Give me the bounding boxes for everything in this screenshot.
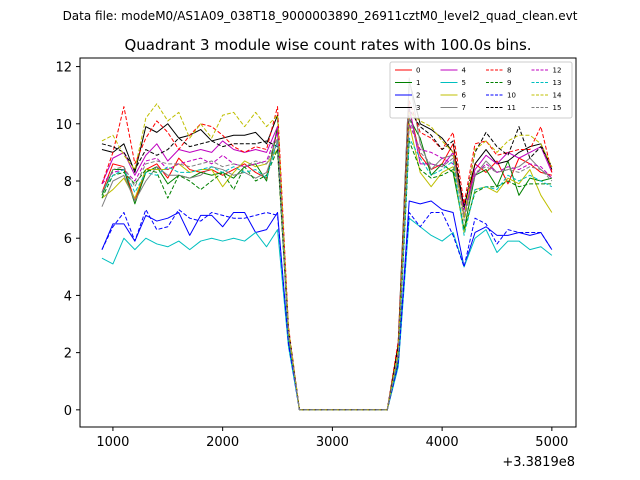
y-tick-label: 8 xyxy=(64,175,72,190)
legend-label-5: 5 xyxy=(462,79,466,87)
x-tick-label: 3000 xyxy=(316,435,349,450)
series-12-line xyxy=(101,123,553,411)
y-tick-label: 10 xyxy=(55,118,72,133)
legend-label-13: 13 xyxy=(553,79,562,87)
legend-box xyxy=(389,61,573,119)
legend-label-14: 14 xyxy=(553,92,562,100)
series-layer xyxy=(101,77,553,411)
series-15-line xyxy=(101,117,553,411)
y-tick-label: 6 xyxy=(64,232,72,247)
legend-label-8: 8 xyxy=(507,67,511,75)
legend-label-0: 0 xyxy=(416,67,420,75)
x-tick-label: 5000 xyxy=(535,435,568,450)
legend-label-2: 2 xyxy=(416,92,420,100)
legend-label-6: 6 xyxy=(462,92,467,100)
chart-suptitle: Data file: modeM0/AS1A09_038T18_90000038… xyxy=(63,9,578,23)
legend-label-10: 10 xyxy=(507,92,516,100)
x-offset-label: +3.3819e8 xyxy=(502,455,575,470)
legend-label-4: 4 xyxy=(462,67,467,75)
legend-label-15: 15 xyxy=(553,104,562,112)
legend-label-12: 12 xyxy=(553,67,562,75)
legend-label-11: 11 xyxy=(507,104,516,112)
plot-frame xyxy=(79,57,577,428)
x-tick-label: 1000 xyxy=(96,435,129,450)
plot-area xyxy=(80,58,576,427)
series-14-line xyxy=(101,103,553,411)
legend-label-7: 7 xyxy=(462,104,466,112)
x-tick-label: 4000 xyxy=(426,435,459,450)
chart-title: Quadrant 3 module wise count rates with … xyxy=(124,36,531,54)
legend-label-9: 9 xyxy=(507,79,511,87)
y-tick-label: 12 xyxy=(55,61,72,76)
legend-label-1: 1 xyxy=(416,79,420,87)
y-tick-label: 4 xyxy=(64,289,72,304)
legend-label-3: 3 xyxy=(416,104,420,112)
y-tick-label: 0 xyxy=(64,404,72,419)
y-tick-label: 2 xyxy=(64,347,72,362)
series-13-line xyxy=(101,137,553,411)
x-tick-label: 2000 xyxy=(206,435,239,450)
